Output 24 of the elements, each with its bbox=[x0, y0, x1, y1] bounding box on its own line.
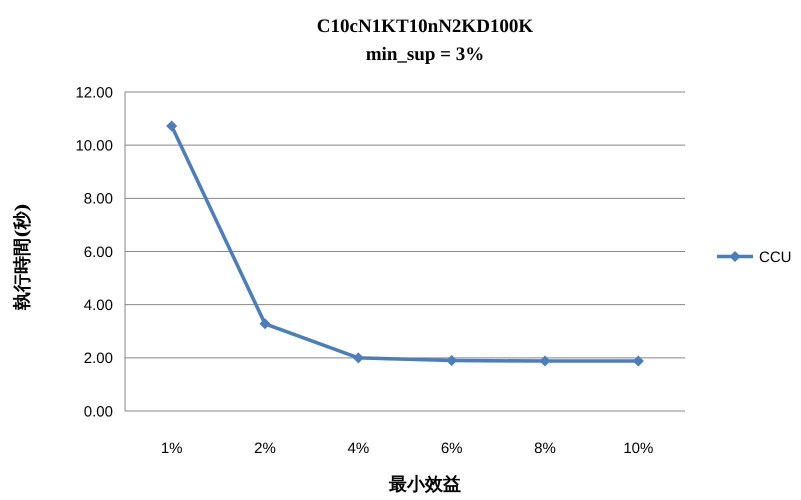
x-tick-label: 1% bbox=[160, 440, 183, 457]
x-axis-title: 最小效益 bbox=[388, 474, 461, 495]
chart-title: C10cN1KT10nN2KD100K bbox=[316, 16, 534, 37]
y-tick-label: 2.00 bbox=[84, 350, 113, 368]
chart-subtitle: min_sup = 3% bbox=[366, 44, 484, 65]
y-tick-label: 12.00 bbox=[75, 84, 113, 102]
x-tick-label: 6% bbox=[440, 440, 463, 457]
point bbox=[632, 356, 644, 367]
y-tick-label: 0.00 bbox=[84, 403, 113, 420]
point bbox=[260, 318, 270, 330]
y-tick-label: 8.00 bbox=[84, 190, 113, 208]
x-tick-label: 4% bbox=[347, 440, 370, 457]
x-tick-label: 8% bbox=[534, 440, 556, 457]
point bbox=[166, 120, 178, 132]
point bbox=[446, 354, 458, 366]
y-axis-title: 執行時間(秒) bbox=[12, 202, 33, 312]
x-tick-label: 10% bbox=[623, 440, 654, 457]
y-tick-label: 6.00 bbox=[84, 244, 113, 261]
y-tick-label: 10.00 bbox=[75, 137, 113, 154]
legend-label: CCU bbox=[759, 248, 792, 266]
x-tick-label: 2% bbox=[254, 440, 276, 457]
y-tick-label: 4.00 bbox=[84, 296, 113, 314]
point bbox=[352, 352, 364, 364]
point bbox=[540, 356, 550, 367]
